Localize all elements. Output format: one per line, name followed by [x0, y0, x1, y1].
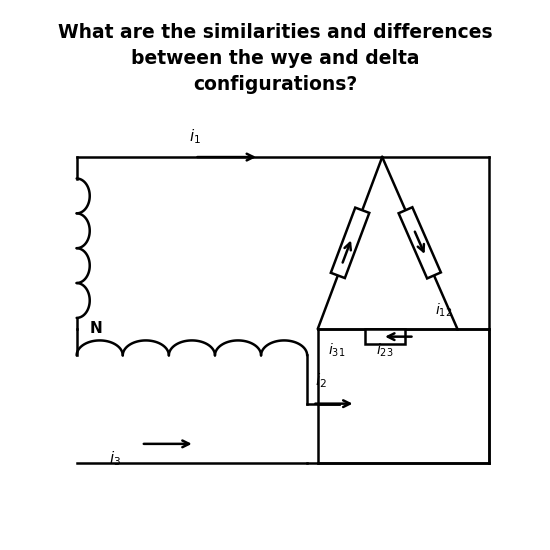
Text: $i_{23}$: $i_{23}$ — [376, 342, 394, 359]
Bar — [399, 207, 441, 278]
Text: $i_1$: $i_1$ — [189, 128, 201, 146]
Text: What are the similarities and differences
between the wye and delta
configuratio: What are the similarities and difference… — [58, 23, 492, 94]
Text: N: N — [90, 321, 103, 336]
Text: $i_3$: $i_3$ — [109, 449, 121, 468]
Text: $i_{31}$: $i_{31}$ — [328, 342, 345, 359]
Bar — [331, 207, 369, 278]
Bar — [365, 329, 405, 344]
Text: $i_{12}$: $i_{12}$ — [435, 301, 453, 318]
Text: $i_2$: $i_2$ — [315, 372, 327, 390]
